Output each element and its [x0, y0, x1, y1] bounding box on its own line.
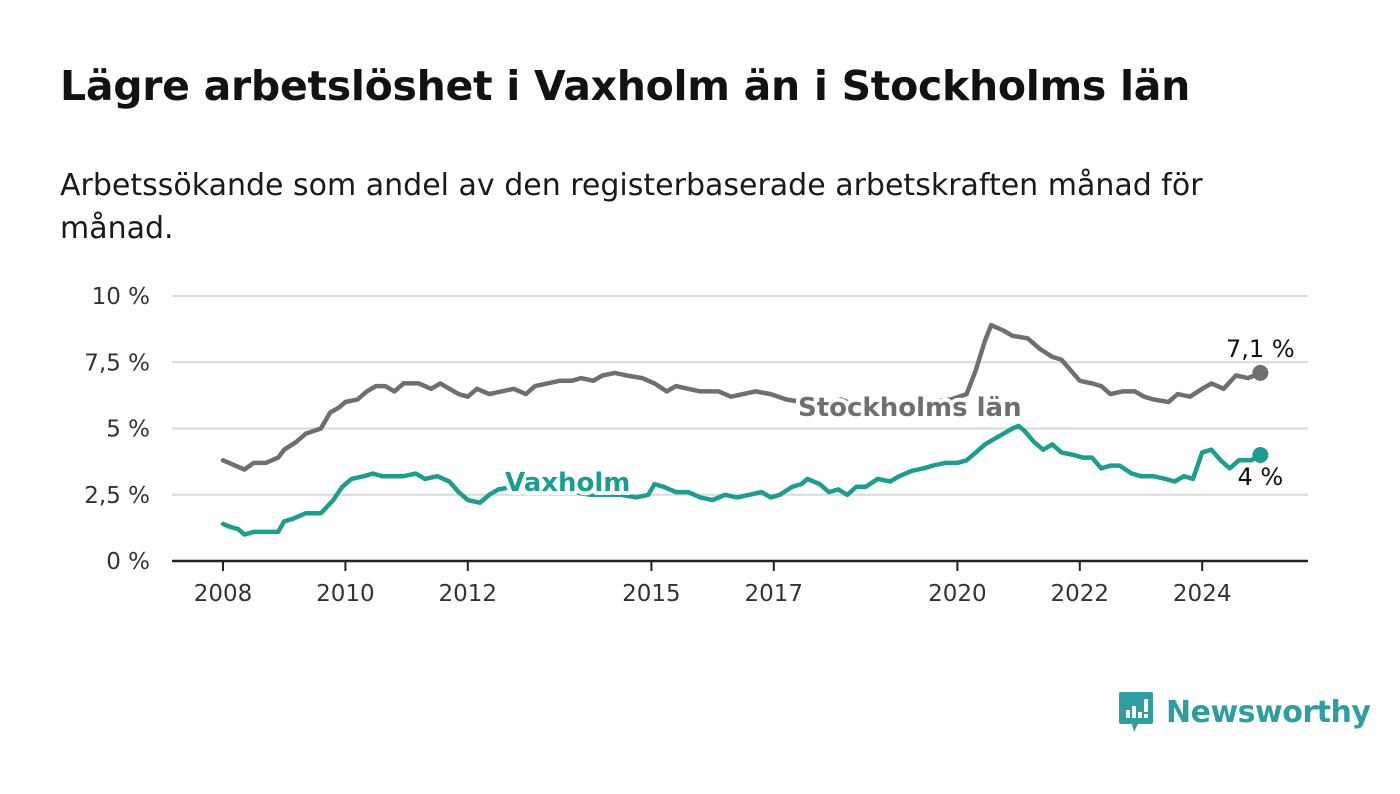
y-tick-label: 0 % [106, 549, 150, 575]
end-point [1252, 364, 1269, 381]
y-axis: 0 % 2,5 % 5 % 7,5 % 10 % [84, 284, 150, 575]
x-tick-label: 2008 [194, 581, 253, 607]
series-label-stockholms-lan-halo: Stockholms län [798, 393, 1022, 423]
series-layer [220, 322, 1269, 537]
end-value-label: 4 % [1237, 463, 1283, 491]
gridlines [172, 295, 1308, 496]
series-line-vaxholm [220, 423, 1263, 537]
end-point [1252, 447, 1269, 463]
x-tick-label: 2010 [316, 581, 375, 607]
x-tick-label: 2022 [1051, 581, 1110, 607]
y-tick-label: 10 % [92, 284, 150, 310]
newsworthy-logo-icon [1119, 692, 1153, 732]
y-tick-label: 5 % [106, 417, 150, 443]
y-tick-label: 2,5 % [84, 483, 150, 509]
chart-title: Lägre arbetslöshet i Vaxholm än i Stockh… [60, 62, 1190, 110]
series-label-vaxholm-halo: Vaxholm [505, 468, 630, 498]
series-label-vaxholm: Vaxholm [505, 468, 630, 498]
series-line-stockholms-lan [220, 322, 1263, 472]
x-tick-label: 2012 [439, 581, 498, 607]
x-tick-label: 2024 [1173, 581, 1232, 607]
x-tick-label: 2017 [745, 581, 804, 607]
x-axis: 2008 2010 2012 2015 2017 2020 2022 2024 [172, 559, 1308, 607]
series-label-stockholms-lan: Stockholms län [798, 393, 1022, 423]
y-tick-label: 7,5 % [84, 350, 150, 376]
x-tick-label: 2015 [622, 581, 681, 607]
chart-subtitle: Arbetssökande som andel av den registerb… [60, 168, 1203, 246]
newsworthy-logo[interactable]: Newsworthy [1118, 690, 1371, 734]
brand-name: Newsworthy [1166, 694, 1371, 730]
end-value-label: 7,1 % [1226, 335, 1295, 363]
x-tick-label: 2020 [928, 581, 987, 607]
